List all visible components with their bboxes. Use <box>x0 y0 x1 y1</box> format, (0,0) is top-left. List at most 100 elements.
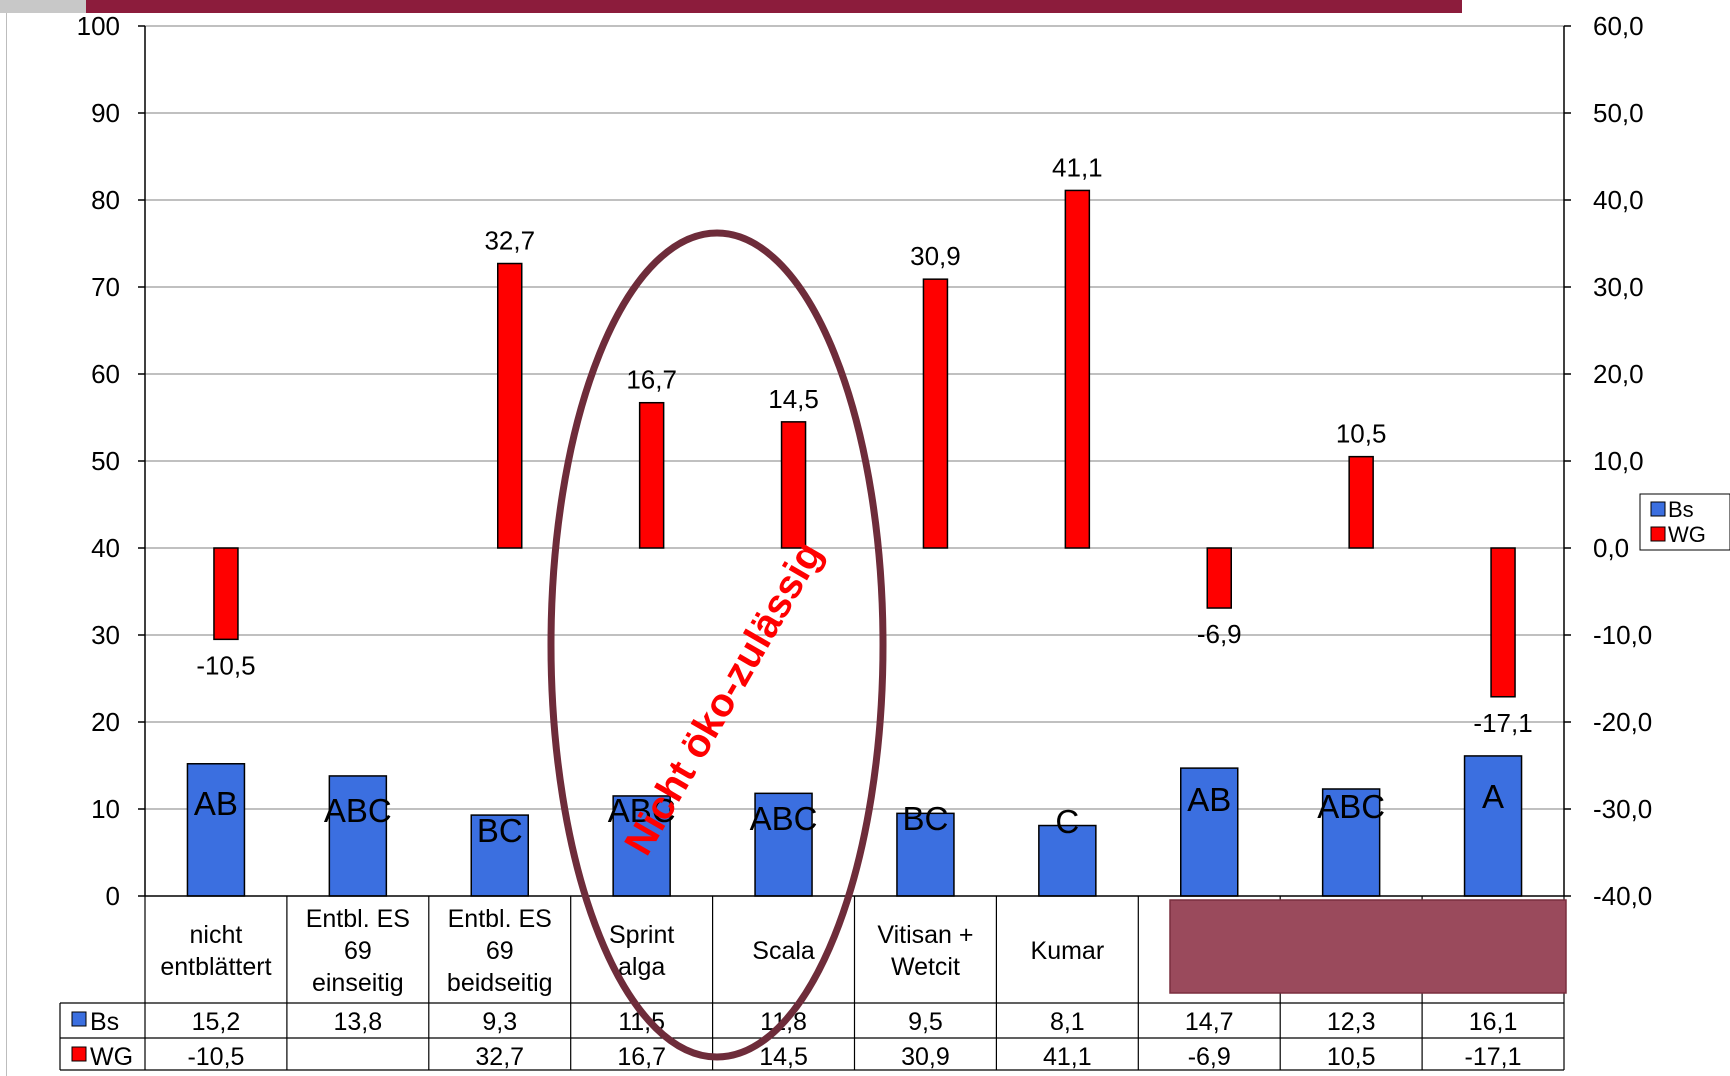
wg-table-value: 41,1 <box>1043 1043 1092 1071</box>
bs-bar <box>1038 824 1097 897</box>
bs-bars <box>186 755 1523 897</box>
left-tick-label: 90 <box>91 98 120 128</box>
category-label: alga <box>618 953 665 981</box>
wg-data-label: -10,5 <box>196 650 255 680</box>
right-tick-label: -40,0 <box>1593 881 1652 911</box>
bs-bar <box>1321 788 1381 897</box>
bs-table-value: 14,7 <box>1185 1008 1234 1036</box>
wg-row-label: WG <box>90 1043 133 1071</box>
bs-table-value: 16,1 <box>1469 1008 1518 1036</box>
left-tick-label: 60 <box>91 359 120 389</box>
category-label: Entbl. ES <box>448 905 552 933</box>
bs-row-label: Bs <box>90 1008 119 1036</box>
left-tick-label: 20 <box>91 707 120 737</box>
wg-bar <box>497 262 523 549</box>
bs-table-value: 8,1 <box>1050 1008 1085 1036</box>
wg-table-value: 10,5 <box>1327 1043 1376 1071</box>
significance-letter: BC <box>477 812 523 849</box>
bs-table-value: 9,3 <box>482 1008 517 1036</box>
wg-data-label: 14,5 <box>768 384 819 414</box>
significance-letter: ABC <box>324 792 392 829</box>
legend-bs-key <box>1650 501 1666 517</box>
wg-data-label: -6,9 <box>1197 619 1242 649</box>
right-tick-label: 0,0 <box>1593 533 1629 563</box>
wg-bar <box>638 401 665 549</box>
left-tick-label: 0 <box>106 881 120 911</box>
wg-bar <box>1206 547 1232 609</box>
cover-box-group <box>1169 899 1567 994</box>
right-tick-label: 50,0 <box>1593 98 1644 128</box>
left-tick-label: 50 <box>91 446 120 476</box>
bs-bar <box>1463 755 1523 897</box>
category-label: Sprint <box>609 921 674 949</box>
right-tick-label: 10,0 <box>1593 446 1644 476</box>
bs-table-value: 13,8 <box>334 1008 383 1036</box>
header-band-gray <box>0 0 86 13</box>
bs-bar <box>1180 767 1239 897</box>
category-label: Wetcit <box>891 953 960 981</box>
category-label: Vitisan + <box>877 921 973 949</box>
significance-letter: ABC <box>750 800 818 837</box>
wg-table-value: 14,5 <box>759 1043 808 1071</box>
right-tick-label: -10,0 <box>1593 620 1652 650</box>
legend-wg-label: WG <box>1668 522 1706 547</box>
significance-letter: ABC <box>608 792 676 829</box>
left-tick-label: 80 <box>91 185 120 215</box>
left-tick-label: 100 <box>77 11 120 41</box>
wg-bar <box>780 421 807 549</box>
wg-bar <box>1064 189 1091 549</box>
significance-letter: AB <box>1187 781 1231 818</box>
bs-bar <box>186 763 246 897</box>
right-tick-label: 40,0 <box>1593 185 1644 215</box>
wg-row-key <box>71 1046 87 1062</box>
left-axis-ticks: 0 10 20 30 40 50 60 70 80 90 100 <box>77 11 145 911</box>
right-axis-ticks: -40,0 -30,0 -20,0 -10,0 0,0 10,0 20,0 30,0 40,0 5… <box>1564 11 1652 911</box>
wg-data-label: 10,5 <box>1336 419 1387 449</box>
left-tick-label: 30 <box>91 620 120 650</box>
category-label: Entbl. ES <box>306 905 410 933</box>
category-label: einseitig <box>312 969 404 997</box>
wg-data-labels: -10,5 32,7 16,7 14,5 30,9 41,1 -6,9 10,5 -17,1 <box>196 152 1532 737</box>
wg-bar <box>1490 547 1516 698</box>
bs-table-value: 15,2 <box>192 1008 241 1036</box>
annotation-ellipse <box>547 229 887 1061</box>
category-label: 69 <box>486 937 514 965</box>
wg-table-value: -10,5 <box>187 1043 244 1071</box>
category-label: nicht <box>190 921 243 949</box>
annotation-group: Nicht öko-zulässig <box>547 229 887 1061</box>
bs-table-value: 9,5 <box>908 1008 943 1036</box>
wg-table-value: 16,7 <box>617 1043 666 1071</box>
bs-bar <box>328 775 388 897</box>
category-label: Scala <box>752 937 815 965</box>
significance-letter: ABC <box>1317 788 1385 825</box>
wg-bars <box>213 189 1516 698</box>
bs-table-value: 12,3 <box>1327 1008 1376 1036</box>
right-tick-label: 30,0 <box>1593 272 1644 302</box>
right-tick-label: 20,0 <box>1593 359 1644 389</box>
left-edge-line <box>6 13 7 1076</box>
left-tick-label: 70 <box>91 272 120 302</box>
data-table: nicht entblättert Entbl. ES 69 einseitig Entb… <box>59 896 1565 1071</box>
significance-letter: BC <box>903 800 949 837</box>
significance-letters: AB ABC BC ABC ABC BC C AB ABC A <box>194 778 1504 849</box>
right-tick-label: -30,0 <box>1593 794 1652 824</box>
wg-table-value: -17,1 <box>1465 1043 1522 1071</box>
category-label: Kumar <box>1031 937 1105 965</box>
bs-bar <box>470 814 529 897</box>
header-band-red <box>86 0 1462 13</box>
significance-letter: AB <box>194 785 238 822</box>
wg-table-value: 30,9 <box>901 1043 950 1071</box>
category-label: beidseitig <box>447 969 553 997</box>
left-tick-label: 40 <box>91 533 120 563</box>
right-tick-label: -20,0 <box>1593 707 1652 737</box>
bs-bar <box>896 812 955 897</box>
wg-bar <box>922 278 949 549</box>
legend-bs-label: Bs <box>1668 497 1694 522</box>
wg-data-label: 41,1 <box>1052 152 1103 182</box>
wg-data-label: 32,7 <box>484 226 535 256</box>
bs-bar <box>612 795 671 897</box>
significance-letter: A <box>1482 778 1504 815</box>
wg-data-label: -17,1 <box>1473 708 1532 738</box>
